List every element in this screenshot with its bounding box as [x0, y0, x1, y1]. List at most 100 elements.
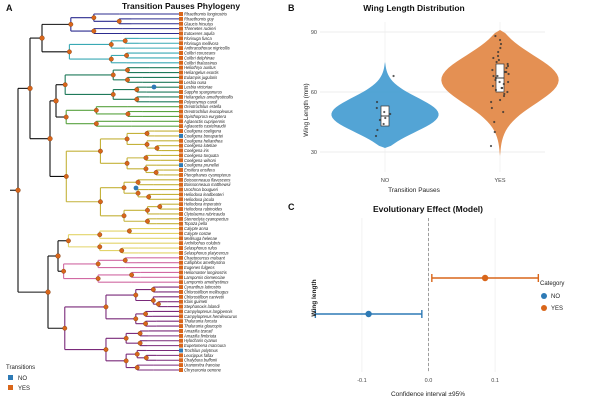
tree-node-yes [144, 142, 150, 147]
tree-node-yes [108, 56, 114, 62]
tree-tip-label: Lampornis amethystinus [184, 280, 228, 285]
tree-tip-label: Calliphlox amethystina [184, 260, 226, 265]
violin-bodies [331, 30, 559, 156]
tree-tip-yes [179, 182, 183, 187]
tree-node-yes [93, 107, 99, 113]
violin-point [392, 74, 395, 78]
tree-tip-label: Thalurania furcata [184, 319, 218, 324]
tree-tip-yes [179, 319, 183, 324]
violin-xtick: NO [381, 178, 390, 184]
tree-tip-label: Sappho sparganurus [184, 90, 222, 95]
tree-tip-yes [179, 324, 183, 329]
tree-tip-yes [179, 172, 183, 177]
tree-node-yes [125, 67, 130, 73]
tree-node-yes [143, 166, 149, 172]
tree-node-yes [110, 92, 116, 97]
tree-legend-title: Transitions [6, 365, 35, 371]
tree-node-yes [119, 248, 125, 253]
tree-legend-yes: YES [18, 386, 30, 392]
tree-tip-label: Aglaeactis cupripennis [183, 119, 225, 124]
violin-point [493, 120, 496, 124]
violin-point [493, 130, 496, 134]
violin-point [375, 100, 379, 104]
tree-tip-yes [179, 187, 183, 192]
tree-tip-yes [179, 368, 183, 372]
tree-tip-label: Amazilia fimbriata [183, 333, 217, 338]
tree-tip-yes [179, 70, 183, 75]
panel-label-a: A [6, 3, 13, 13]
tree-tip-yes [179, 275, 183, 280]
tree-node-yes [126, 228, 132, 234]
tree-tip-yes [179, 328, 183, 333]
tree-tip-label: Chlorostilbon canivetii [184, 294, 224, 299]
tree-tip-label: Heliangelus amethysticollis [184, 94, 233, 99]
tree-node-yes [63, 114, 69, 120]
tree-tip-label: Coeligena torquata [184, 153, 219, 158]
tree-tip-yes [179, 148, 183, 153]
tree-legend: Transitions NO YES [6, 365, 35, 392]
violin-point [496, 74, 499, 78]
violin-point [495, 60, 498, 64]
tree-node-yes [95, 261, 101, 267]
violin-point [383, 110, 386, 114]
tree-node-yes [124, 160, 130, 166]
tree-tip-yes [179, 158, 183, 163]
tree-tip-label: Opisthoprora euryptera [184, 114, 227, 119]
tree-node-yes [134, 351, 140, 357]
violin-point [498, 38, 502, 42]
tree-tip-yes [179, 280, 183, 285]
tree-node-yes [124, 53, 129, 58]
tree-tip-yes [179, 75, 183, 80]
forest-estimate-no [365, 310, 372, 318]
tree-tip-label: Lesbia victoriae [184, 85, 213, 90]
tree-node-yes [97, 244, 103, 250]
violin-point [389, 112, 392, 116]
tree-tip-yes [179, 358, 183, 363]
tree-tip-label: Calypte anna [184, 226, 209, 231]
tree-tip-label: Klais guimeti [184, 299, 207, 304]
tree-tip-yes [179, 289, 183, 294]
tree-tip-label: Trochilus polytmus [184, 348, 218, 353]
violin-point [490, 100, 493, 104]
tree-node-yes [143, 355, 149, 361]
tree-tip-label: Colibri coruscans [184, 51, 215, 56]
tree-node-yes [91, 15, 97, 21]
violin-point [374, 134, 378, 138]
tree-tip-label: Campylopterus largipennis [184, 309, 232, 314]
tree-tip-no [179, 133, 183, 138]
violin-point [375, 106, 378, 110]
violin-panel: B Wing Length Distribution 30 60 90 NO YES T… [288, 3, 559, 194]
tree-node-yes [123, 335, 129, 341]
tree-node-yes [66, 49, 72, 55]
tree-tip-yes [179, 226, 183, 231]
tree-title: Transition Pauses Phylogeny [122, 1, 240, 11]
violin-points [374, 34, 510, 148]
violin-title: Wing Length Distribution [363, 3, 464, 13]
tree-tip-yes [179, 46, 183, 51]
tree-tip-yes [179, 21, 183, 26]
tree-node-yes [122, 38, 128, 44]
tree-tip-yes [179, 114, 183, 119]
tree-node-yes [68, 21, 74, 27]
tree-node-yes [150, 298, 156, 303]
violin-no [331, 62, 439, 148]
violin-point [502, 82, 505, 86]
forest-xtick: 0.1 [491, 378, 499, 384]
violin-point [499, 42, 503, 46]
tree-tip-label: Chlorostilbon mellisugus [184, 289, 228, 294]
tree-node-yes [45, 289, 51, 295]
tree-node-yes [95, 276, 101, 281]
tree-node-yes [91, 28, 97, 34]
panel-label-b: B [288, 3, 295, 13]
tree-tip-yes [179, 299, 183, 304]
tree-tip-label: Colibri thalassinus [184, 60, 217, 65]
tree-tip-yes [179, 333, 183, 338]
violin-ytick: 30 [311, 150, 317, 156]
tree-node-yes [103, 347, 109, 352]
violin-ytick: 90 [311, 30, 317, 36]
violin-point [494, 88, 497, 92]
tree-node-yes [156, 301, 161, 307]
violin-point [502, 94, 506, 98]
tree-tip-yes [179, 94, 183, 99]
